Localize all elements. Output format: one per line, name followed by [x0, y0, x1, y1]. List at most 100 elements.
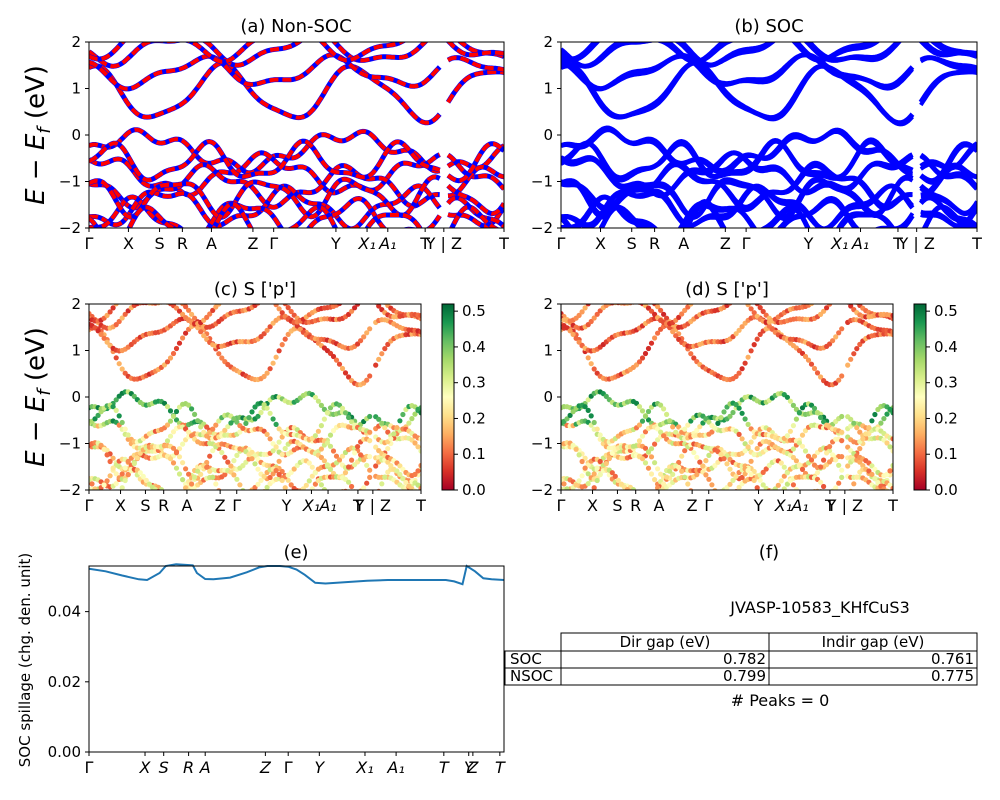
band-point [397, 463, 403, 469]
band-point [682, 448, 688, 454]
band-line-overlay [89, 194, 504, 228]
band-point [294, 323, 300, 329]
band-point [860, 463, 866, 469]
band-point [373, 463, 379, 469]
band-point [162, 299, 167, 304]
band-point [279, 434, 285, 440]
band-point [120, 294, 125, 299]
band-point [415, 468, 421, 474]
band-point [745, 444, 751, 450]
band-point [237, 482, 243, 488]
band-point [718, 415, 724, 421]
band-point [827, 287, 832, 292]
band-point [839, 454, 845, 460]
band-point [845, 444, 851, 450]
band-point [349, 483, 355, 490]
band-point [276, 348, 282, 354]
x-tick-label: Γ [85, 234, 94, 253]
band-point [122, 465, 128, 471]
band-point [367, 429, 373, 435]
band-point [839, 438, 845, 444]
band-point [346, 374, 352, 380]
band-point [721, 409, 727, 415]
band-point [697, 500, 702, 505]
x-tick-label: Z [687, 496, 698, 515]
band-point [327, 466, 334, 472]
x-tick-label: T [892, 234, 903, 253]
band-line [561, 52, 977, 92]
x-tick-label: Y | Z [425, 234, 462, 253]
band-point [730, 409, 736, 416]
band-line [561, 60, 977, 126]
band-point [412, 488, 418, 490]
band-point [594, 477, 600, 484]
band-point [255, 304, 261, 306]
band-point [96, 492, 101, 497]
band-point [712, 425, 718, 431]
band-point [821, 308, 827, 314]
panel-a-title: (a) Non-SOC [240, 16, 351, 37]
band-point [279, 451, 285, 458]
band-point [367, 291, 372, 296]
band-point [652, 460, 658, 466]
band-point [116, 318, 122, 325]
x-tick-label: Γ [85, 496, 94, 515]
band-point [349, 291, 354, 296]
band-point [132, 290, 137, 295]
band-point [751, 310, 757, 316]
y-axis-label-top-unit: (eV) [21, 65, 51, 127]
y-tick-label: 2 [543, 33, 553, 51]
band-point [276, 471, 282, 478]
band-point [688, 418, 694, 424]
band-point [364, 462, 370, 468]
band-point [866, 425, 872, 431]
plot-frame [88, 565, 505, 753]
band-point [633, 400, 640, 406]
band-point [123, 292, 128, 297]
band-point [255, 466, 261, 472]
band-point [635, 304, 638, 305]
x-tick-label: Y [803, 234, 814, 253]
band-point [306, 478, 312, 484]
band-point [648, 454, 655, 460]
band-point [210, 474, 216, 480]
band-point [697, 459, 703, 465]
band-point [694, 427, 700, 433]
band-point [595, 292, 600, 297]
band-point [718, 497, 723, 502]
band-point [673, 429, 679, 435]
band-point [872, 411, 878, 418]
band-point [805, 453, 812, 459]
band-point [264, 405, 270, 411]
band-point [670, 424, 676, 430]
band-point [267, 436, 273, 442]
band-point [890, 485, 893, 490]
band-point [291, 466, 297, 472]
band-point [781, 486, 787, 490]
colorbar-tick-label: 0.2 [462, 409, 486, 427]
band-point [736, 327, 742, 333]
band-line-overlay [89, 201, 499, 228]
band-point [312, 481, 318, 487]
band-point [634, 299, 639, 304]
colorbar [441, 303, 455, 491]
band-point [318, 423, 324, 429]
band-point [261, 373, 267, 380]
band-line [561, 42, 977, 69]
x-tick-label: Γ [742, 234, 751, 253]
x-tick-label: A₁ [378, 234, 396, 253]
x-tick-label: Γ [232, 496, 241, 515]
band-point [727, 413, 733, 419]
band-point [276, 439, 282, 445]
band-point [890, 410, 893, 416]
band-point [739, 436, 745, 442]
band-point [721, 499, 726, 504]
band-point [594, 465, 600, 471]
band-point [573, 335, 579, 341]
band-point [267, 410, 273, 416]
band-point [288, 308, 294, 315]
band-point [787, 398, 794, 404]
band-point [379, 351, 385, 357]
band-point [685, 422, 691, 428]
